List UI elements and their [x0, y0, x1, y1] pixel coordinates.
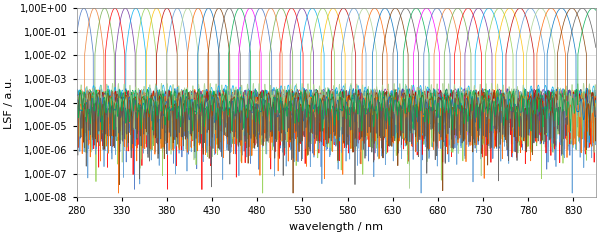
Y-axis label: LSF / a.u.: LSF / a.u. [4, 77, 14, 129]
X-axis label: wavelength / nm: wavelength / nm [289, 222, 383, 232]
